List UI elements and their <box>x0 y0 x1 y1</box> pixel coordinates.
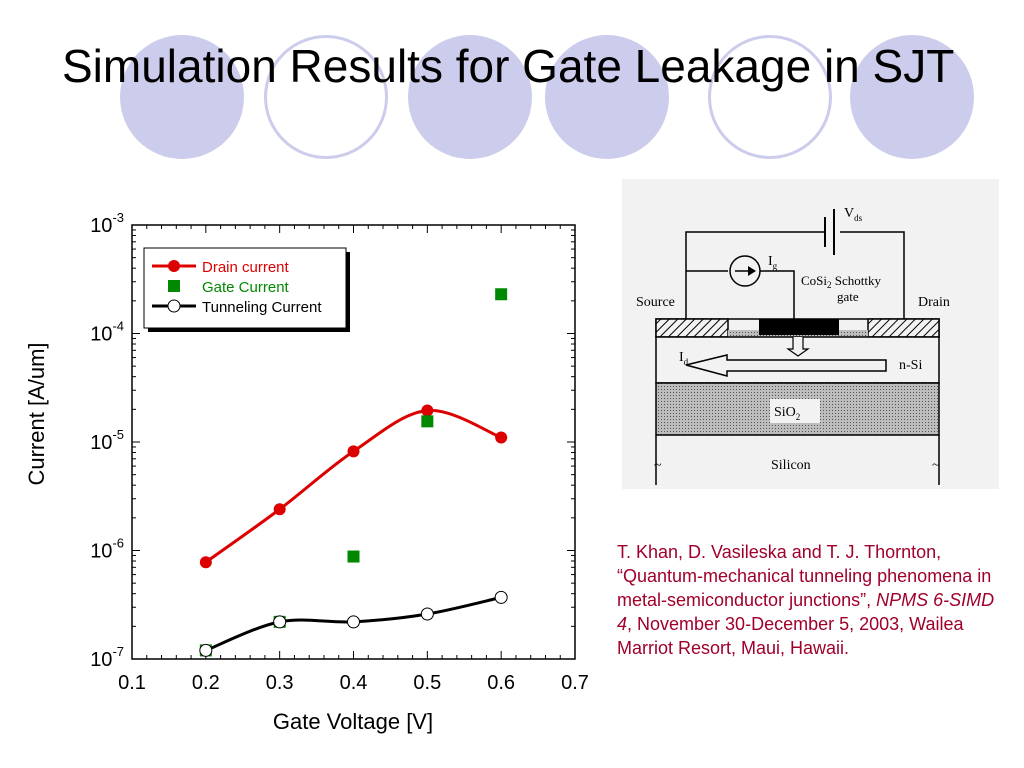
id-label: I <box>679 350 684 365</box>
source-label: Source <box>636 295 675 310</box>
tunneling-current-point <box>273 615 287 629</box>
decor-circle <box>708 35 832 159</box>
legend-marker-tunneling-current <box>167 299 181 313</box>
sio2-label: SiO <box>774 405 796 420</box>
vds-label: V <box>844 206 854 221</box>
decor-circle <box>264 35 388 159</box>
legend-label-tunneling-current: Tunneling Current <box>202 299 322 316</box>
tunneling-current-point <box>199 643 213 657</box>
slide-title: Simulation Results for Gate Leakage in S… <box>62 40 955 92</box>
device-schematic: Vds Ig CoSi2 Schottky gate Source Drain … <box>622 179 999 489</box>
svg-text:Ig: Ig <box>768 254 778 271</box>
tunneling-current-point <box>494 590 508 604</box>
legend-marker-gate-current <box>168 280 180 292</box>
svg-text:CoSi2 Schottky: CoSi2 Schottky <box>801 273 881 290</box>
drain-current-point <box>347 445 360 458</box>
svg-text:SiO2: SiO2 <box>774 405 800 422</box>
legend-label-drain-current: Drain current <box>202 259 290 276</box>
citation-date-location: , November 30-December 5, 2003, Wailea M… <box>617 614 964 658</box>
schottky-gate-label: gate <box>837 289 859 304</box>
y-tick-label: 10-3 <box>90 210 124 237</box>
drain-current-point <box>421 404 434 417</box>
svg-text:Vds: Vds <box>844 206 863 223</box>
citation: T. Khan, D. Vasileska and T. J. Thornton… <box>617 540 997 660</box>
silicon-label: Silicon <box>771 458 811 473</box>
citation-venue: NPMS 6-SIMD 4 <box>617 590 995 634</box>
decor-circle <box>850 35 974 159</box>
decor-circle <box>545 35 669 159</box>
y-tick-label: 10-5 <box>90 427 124 454</box>
legend: Drain current Gate Current Tunneling Curre… <box>143 247 350 332</box>
ig-label: I <box>768 254 773 269</box>
tick-labels: 0.1 0.2 0.3 0.4 0.5 0.6 0.7 10-3 10-4 10-5 10-6 10-… <box>90 210 589 694</box>
tunneling-current-point <box>420 607 434 621</box>
svg-text:~: ~ <box>654 458 662 473</box>
x-tick-label: 0.2 <box>192 672 220 694</box>
legend-label-gate-current: Gate Current <box>202 279 290 296</box>
svg-text:Id: Id <box>679 350 689 367</box>
y-tick-label: 10-6 <box>90 536 124 563</box>
drain-current-point <box>199 556 212 569</box>
drain-current-point <box>495 431 508 444</box>
gate-current-point <box>421 415 434 428</box>
ig-subscript: g <box>773 261 778 271</box>
legend-marker-drain-current <box>168 260 180 272</box>
drain-current-line <box>204 409 502 564</box>
svg-text:~: ~ <box>932 458 940 473</box>
x-tick-label: 0.1 <box>118 672 146 694</box>
citation-authors-title: T. Khan, D. Vasileska and T. J. Thornton… <box>617 542 992 610</box>
drain-current-point <box>273 503 286 516</box>
x-axis-label: Gate Voltage [V] <box>273 709 433 734</box>
x-tick-label: 0.4 <box>340 672 368 694</box>
decor-circle <box>120 35 244 159</box>
gate-current-point <box>495 288 508 301</box>
n-si-label: n-Si <box>899 358 922 373</box>
y-tick-label: 10-4 <box>90 319 124 346</box>
y-tick-label: 10-7 <box>90 644 124 671</box>
gate-leakage-chart: 0.1 0.2 0.3 0.4 0.5 0.6 0.7 10-3 10-4 10-5 10-6 10-… <box>24 210 589 734</box>
x-tick-label: 0.6 <box>487 672 515 694</box>
drain-label: Drain <box>918 295 950 310</box>
x-tick-label: 0.5 <box>413 672 441 694</box>
gate-current-point <box>347 550 360 563</box>
vds-subscript: ds <box>854 213 863 223</box>
x-tick-label: 0.3 <box>266 672 294 694</box>
decor-circle <box>408 35 532 159</box>
tunneling-current-point <box>347 615 360 629</box>
axis-ticks <box>131 225 576 660</box>
x-tick-label: 0.7 <box>561 672 589 694</box>
device-schematic-drawing: Vds Ig CoSi2 Schottky gate Source Drain … <box>636 206 950 485</box>
series-layer <box>199 288 508 657</box>
y-axis-label: Current [A/um] <box>24 342 49 485</box>
